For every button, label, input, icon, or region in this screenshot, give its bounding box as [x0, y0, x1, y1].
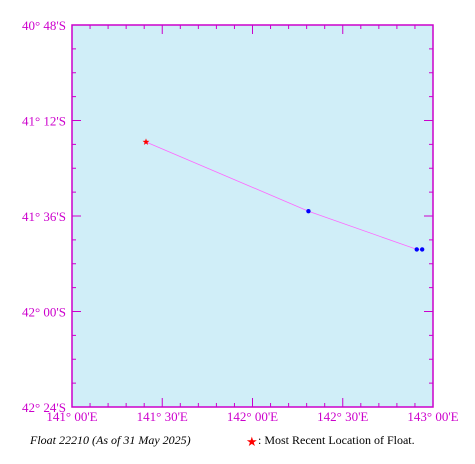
float-track: [142, 138, 425, 252]
plot-area: [72, 25, 433, 407]
y-tick-label: 42° 00'S: [22, 305, 66, 320]
y-tick-label: 41° 12'S: [22, 114, 66, 129]
float-title: Float 22210 (As of 31 May 2025): [29, 433, 191, 447]
plot-border: [71, 24, 434, 408]
legend-text: : Most Recent Location of Float.: [258, 433, 415, 447]
track-point: [306, 209, 311, 214]
x-tick-label: 142° 30'E: [317, 409, 368, 424]
track-line: [145, 141, 423, 250]
y-tick-label: 42° 24'S: [22, 400, 66, 415]
tick-labels: 141° 00'E 141° 30'E 142° 00'E 142° 30'E 143°…: [22, 18, 459, 424]
latest-location-marker: [142, 138, 150, 145]
track-point: [419, 247, 425, 252]
x-tick-label: 141° 30'E: [137, 409, 188, 424]
y-tick-label: 41° 36'S: [22, 209, 66, 224]
latest-location-star-icon: ★: [246, 434, 258, 449]
caption: Float 22210 (As of 31 May 2025) ★ : Most…: [29, 433, 415, 449]
y-tick-label: 40° 48'S: [22, 18, 66, 33]
x-tick-label: 142° 00'E: [227, 409, 278, 424]
track-point: [414, 247, 419, 252]
x-tick-label: 141° 00'E: [46, 409, 97, 424]
x-tick-label: 143° 00'E: [407, 409, 458, 424]
